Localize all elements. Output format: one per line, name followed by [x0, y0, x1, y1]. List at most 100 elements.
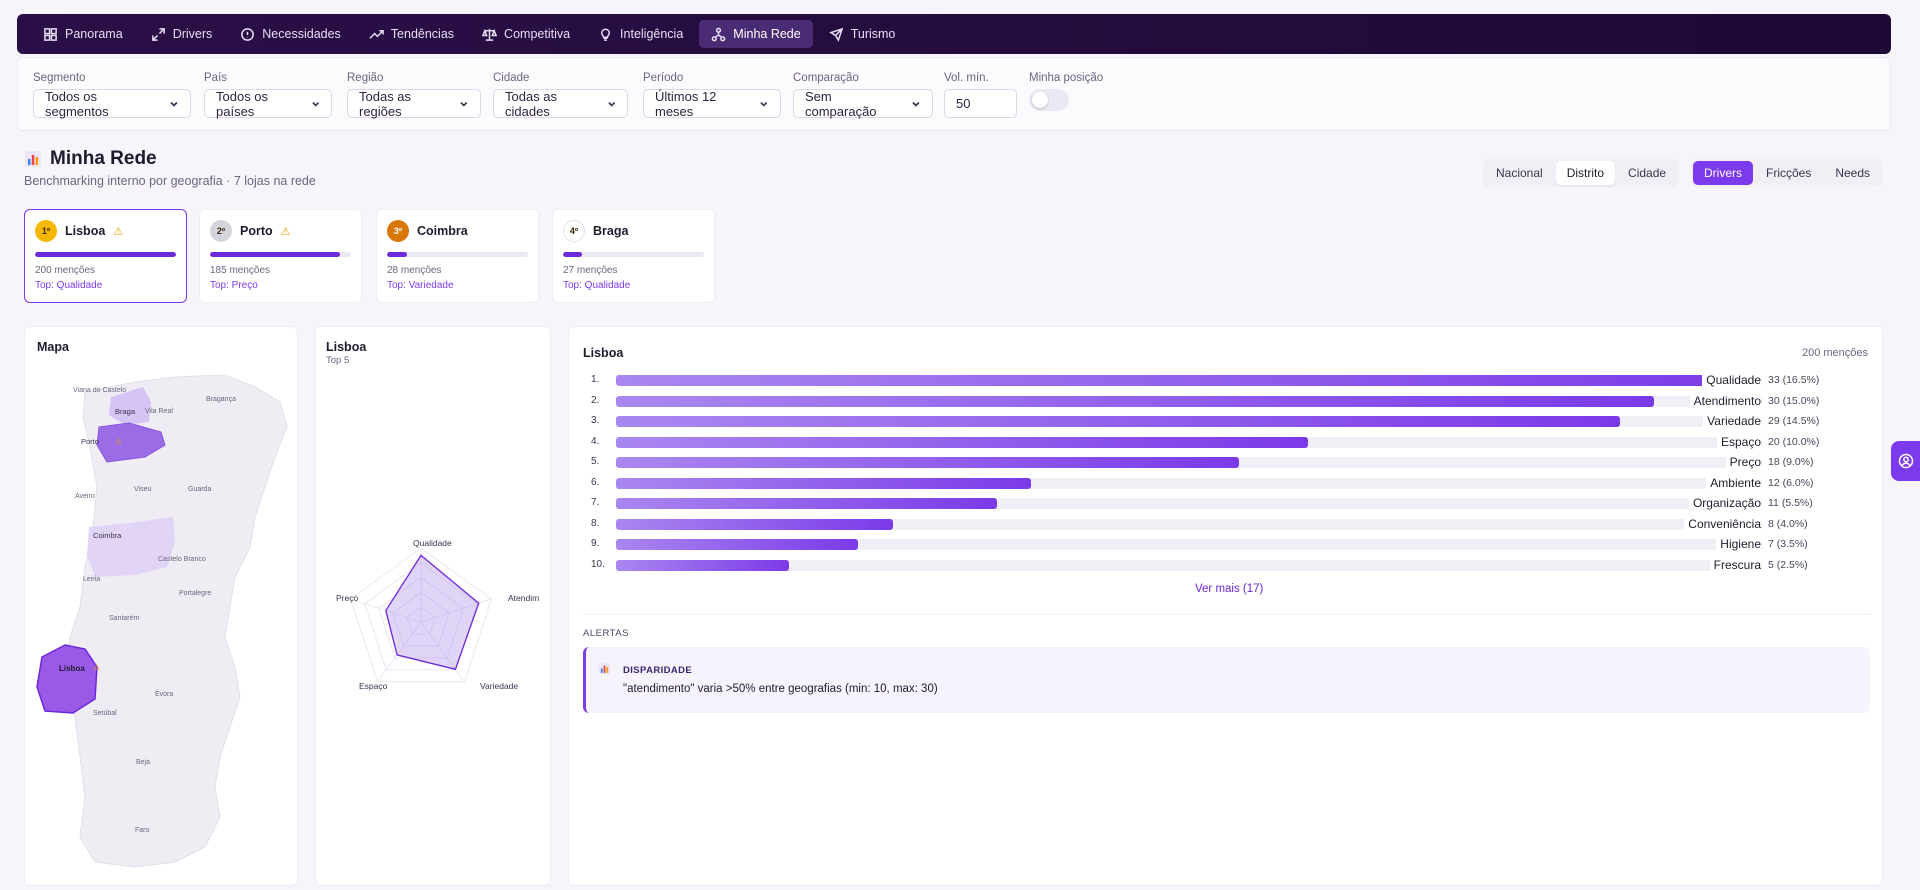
rank-card-coimbra[interactable]: 3º Coimbra 28 menções Top: Variedade: [376, 209, 539, 303]
driver-row[interactable]: 4. Espaço 20 (10.0%): [591, 434, 1845, 449]
rank-card-braga[interactable]: 4º Braga 27 menções Top: Qualidade: [552, 209, 715, 303]
driver-row[interactable]: 2. Atendimento 30 (15.0%): [591, 393, 1845, 408]
rank-mentions: 28 menções: [387, 265, 442, 276]
driver-row[interactable]: 7. Organização 11 (5.5%): [591, 496, 1845, 510]
bar-chart-icon: [598, 662, 611, 675]
nav-panorama[interactable]: Panorama: [31, 20, 135, 48]
divider: [583, 614, 1870, 615]
filter-posicao: Minha posição: [1029, 72, 1103, 111]
nav-drivers[interactable]: Drivers: [139, 20, 225, 48]
driver-row[interactable]: 8. Conveniência 8 (4.0%): [591, 516, 1845, 531]
portugal-map: [36, 374, 288, 868]
warning-icon: ⚠: [93, 663, 101, 672]
nav-tendencias[interactable]: Tendências: [357, 20, 466, 48]
posicao-toggle[interactable]: [1029, 89, 1069, 111]
tab-drivers[interactable]: Drivers: [1693, 161, 1753, 185]
map-label: Faro: [135, 827, 150, 834]
portugal-outline: [64, 374, 288, 868]
driver-bar-track: [616, 539, 1762, 550]
regiao-select[interactable]: Todas as regiões: [347, 89, 481, 119]
rank-bar-fill: [35, 252, 176, 257]
drivers-panel: Lisboa 200 menções 1. Qualidade 33 (16.5%)…: [568, 326, 1883, 886]
region-porto[interactable]: [96, 422, 166, 463]
nav-minha-rede[interactable]: Minha Rede: [699, 20, 813, 48]
nav-inteligencia[interactable]: Inteligência: [586, 20, 695, 48]
driver-name: Organização: [1688, 496, 1761, 510]
driver-row[interactable]: 6. Ambiente 12 (6.0%): [591, 475, 1845, 490]
input-value: 50: [956, 96, 971, 111]
scale-icon: [482, 28, 498, 41]
radar-axis: [377, 621, 422, 683]
driver-value: 7 (3.5%): [1768, 538, 1808, 550]
segmento-select[interactable]: Todos os segmentos: [33, 88, 191, 119]
driver-name: Espaço: [1716, 434, 1761, 449]
rank-badge: 4º: [563, 220, 585, 242]
select-value: Todos os segmentos: [45, 88, 109, 119]
cidade-select[interactable]: Todas as cidades: [493, 89, 628, 119]
tab-needs[interactable]: Needs: [1835, 166, 1871, 180]
tab-friccoes[interactable]: Fricções: [1766, 166, 1812, 180]
map-label: Portalegre: [179, 590, 212, 597]
driver-index: 7.: [591, 497, 600, 508]
comparacao-select[interactable]: Sem comparação: [793, 89, 933, 119]
geo-tabs: Nacional Distrito Cidade: [1483, 159, 1680, 187]
rank-card-lisboa[interactable]: 1º Lisboa ⚠ 200 menções Top: Qualidade: [24, 209, 187, 303]
nav-turismo[interactable]: Turismo: [817, 20, 908, 48]
nav-competitiva[interactable]: Competitiva: [470, 20, 582, 48]
nav-label: Minha Rede: [733, 27, 801, 41]
driver-value: 20 (10.0%): [1768, 435, 1820, 448]
driver-row[interactable]: 5. Preço 18 (9.0%): [591, 455, 1845, 469]
driver-name: Ambiente: [1706, 475, 1761, 490]
filter-label: Período: [643, 72, 684, 84]
nav-label: Turismo: [850, 27, 896, 41]
driver-value: 30 (15.0%): [1768, 394, 1820, 407]
driver-bar-track: [616, 436, 1762, 448]
filter-label: Região: [347, 72, 384, 84]
nav-label: Necessidades: [262, 27, 341, 41]
filter-label: Minha posição: [1029, 72, 1104, 84]
driver-value: 5 (2.5%): [1768, 558, 1808, 571]
rank-bar-fill: [563, 252, 583, 257]
radar-axis-label: Espaço: [359, 681, 388, 691]
driver-index: 1.: [591, 374, 600, 385]
driver-bar-track: [616, 416, 1762, 427]
rank-bar: [563, 252, 704, 257]
rank-card-porto[interactable]: 2º Porto ⚠ 185 menções Top: Preço: [199, 209, 362, 303]
map-label: Viana do Castelo: [73, 387, 127, 394]
map-label: Lisboa: [59, 664, 85, 673]
radar-axis-label: Variedade: [480, 681, 519, 691]
driver-row[interactable]: 10. Frescura 5 (2.5%): [591, 557, 1845, 572]
filter-pais: País Todos os países: [204, 72, 332, 119]
driver-row[interactable]: 9. Higiene 7 (3.5%): [591, 537, 1845, 551]
region-coimbra[interactable]: [87, 517, 175, 577]
driver-name: Frescura: [1709, 557, 1761, 572]
radar-grid: [378, 577, 464, 659]
chevron-down-icon: [760, 101, 768, 107]
nav-label: Panorama: [65, 27, 123, 41]
region-braga[interactable]: [109, 387, 151, 425]
volmin-input[interactable]: 50: [944, 89, 1017, 118]
driver-value: 33 (16.5%): [1768, 374, 1820, 386]
tab-nacional[interactable]: Nacional: [1496, 166, 1543, 180]
page-title: Minha Rede: [24, 148, 157, 170]
periodo-select[interactable]: Últimos 12 meses: [643, 89, 781, 119]
tab-cidade[interactable]: Cidade: [1628, 166, 1667, 180]
driver-bar-track: [616, 395, 1762, 407]
ver-mais-link[interactable]: Ver mais (17): [1195, 583, 1264, 595]
radar-grid: [392, 591, 450, 647]
filter-bar: Segmento Todos os segmentos País Todos o…: [17, 57, 1891, 131]
driver-row[interactable]: 3. Variedade 29 (14.5%): [591, 414, 1845, 428]
pais-select[interactable]: Todos os países: [204, 89, 332, 119]
expand-icon: [151, 27, 165, 41]
tab-distrito[interactable]: Distrito: [1555, 161, 1616, 185]
rank-top: Top: Variedade: [387, 280, 454, 291]
driver-value: 18 (9.0%): [1768, 456, 1814, 468]
map-label: Viseu: [134, 486, 152, 493]
driver-bar-track: [616, 559, 1762, 571]
nav-necessidades[interactable]: Necessidades: [228, 20, 353, 48]
grid-icon: [44, 27, 57, 41]
floating-help-button[interactable]: [1891, 441, 1920, 481]
driver-row[interactable]: 1. Qualidade 33 (16.5%): [591, 373, 1845, 387]
filter-label: Comparação: [793, 72, 859, 84]
region-lisboa[interactable]: [36, 644, 98, 714]
